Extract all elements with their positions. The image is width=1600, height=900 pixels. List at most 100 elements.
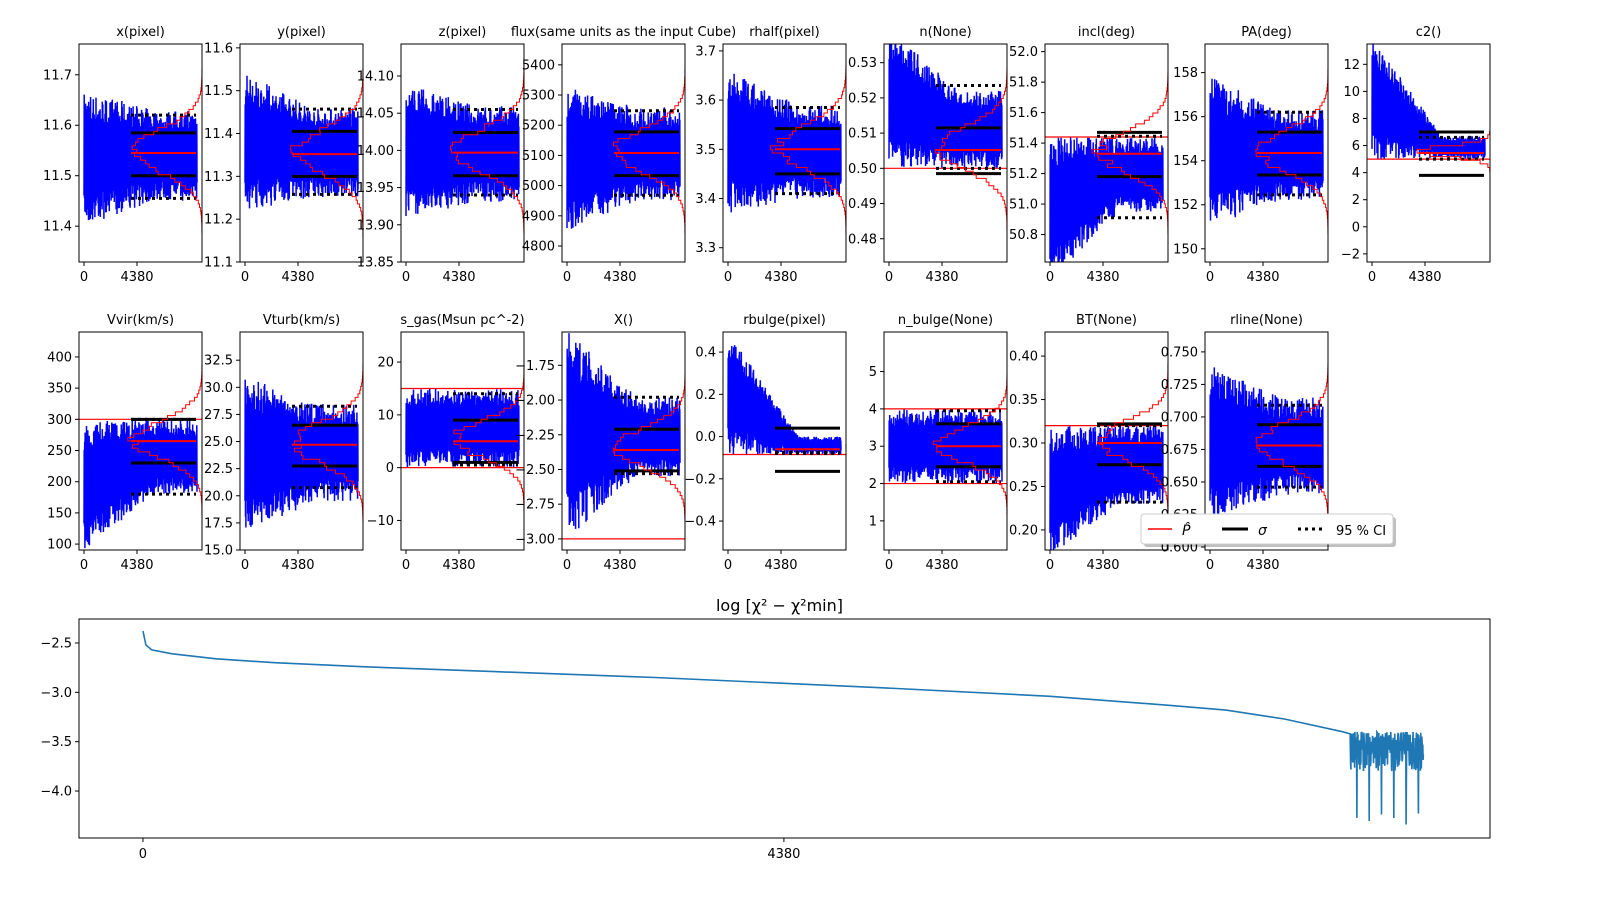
y-tick-label: 400 [47,350,72,365]
x-tick-label: 0 [1046,558,1054,573]
y-tick-label: 3.3 [695,241,716,256]
y-tick-label: 0.650 [1161,475,1198,490]
y-tick-label: −2.75 [515,498,555,513]
trace-line [244,75,359,209]
axes-frame [1044,43,1169,263]
x-tick-label: 0 [80,270,88,285]
x-tick-label: 0 [1046,270,1054,285]
posterior-histogram [293,332,363,550]
panel-y-pixel-: y(pixel) 11.1 11.2 11.3 11.4 11.5 11.6 0 4380 [204,25,364,285]
y-tick-label: 11.4 [204,127,233,142]
y-tick-label: 51.6 [1009,106,1038,121]
trace-line [1209,367,1324,517]
y-tick-label: 14.10 [357,69,394,84]
posterior-histogram [613,44,685,262]
x-tick-label: 4380 [120,558,153,573]
panel-title: n(None) [919,25,971,40]
y-tick-label: 3.6 [695,94,716,109]
y-tick-label: 5200 [522,119,555,134]
panel-title: BT(None) [1076,313,1137,328]
trace-line [727,73,842,213]
panel-flux-same-units-as-the-input-cube-: flux(same units as the input Cube) 4800 49… [511,25,736,285]
panel-pa-deg-: PA(deg) 150 152 154 156 158 0 4380 [1173,25,1329,285]
y-tick-label: 250 [47,444,72,459]
y-tick-label: 0.700 [1161,410,1198,425]
posterior-histogram [1416,44,1490,262]
y-tick-label: 14.00 [357,144,394,159]
trace-line [1371,44,1486,160]
y-tick-label: 0.40 [1009,350,1038,365]
panel-title: x(pixel) [116,25,165,40]
panel-title: X() [614,313,633,328]
chi2-panel: log [χ² − χ²min] −2.5 −3.0 −3.5 −4.0 0 4380 [40,596,1491,862]
x-tick-label: 4380 [281,558,314,573]
y-tick-label: 3.5 [695,143,716,158]
y-tick-label: 0.35 [1009,393,1038,408]
y-tick-label: 51.0 [1009,198,1038,213]
y-tick-label: 0.49 [848,197,877,212]
y-tick-label: 20.0 [204,489,233,504]
y-tick-label: 5100 [522,149,555,164]
y-tick-label: 2 [1352,193,1360,208]
panel-rhalf-pixel-: rhalf(pixel) 3.3 3.4 3.5 3.6 3.7 0 4380 [695,25,847,285]
x-tick-label: 4380 [1246,270,1279,285]
axes-frame [561,43,686,263]
y-tick-label: 0 [1352,220,1360,235]
x-tick-label: 4380 [1086,270,1119,285]
panel-title: z(pixel) [439,25,487,40]
y-tick-label: −2.25 [515,428,555,443]
panel-title: incl(deg) [1078,25,1135,40]
x-tick-label: 0 [563,270,571,285]
x-tick-label: 0 [563,558,571,573]
y-tick-label: 25.0 [204,435,233,450]
x-tick-label: 0 [139,847,147,862]
x-tick-label: 4380 [1246,558,1279,573]
y-tick-label: 11.3 [204,170,233,185]
x-tick-label: 0 [885,558,893,573]
y-tick-label: 14.05 [357,107,394,122]
legend-label-sigma: σ [1258,523,1268,539]
y-tick-label: 11.5 [204,84,233,99]
y-tick-label: 8 [1352,112,1360,127]
y-tick-label: 150 [1173,242,1198,257]
y-tick-label: 22.5 [204,462,233,477]
panel-title: flux(same units as the input Cube) [511,25,736,40]
axes-frame [722,331,847,551]
y-tick-label: 0.725 [1161,378,1198,393]
y-tick-label: 0.25 [1009,480,1038,495]
y-tick-label: −2.5 [40,636,72,651]
x-tick-label: 4380 [767,847,800,862]
posterior-histogram [1255,332,1328,550]
x-tick-label: 0 [80,558,88,573]
y-tick-label: 158 [1173,66,1198,81]
trace-line [405,388,520,468]
x-tick-label: 4380 [603,270,636,285]
y-tick-label: 11.7 [43,68,72,83]
y-tick-label: 152 [1173,198,1198,213]
panel-rbulge-pixel-: rbulge(pixel) −0.4 −0.2 0.0 0.2 0.4 0 4380 [684,313,847,573]
x-tick-label: 0 [1368,270,1376,285]
axes-frame [1204,331,1329,551]
trace-line [1049,137,1164,262]
y-tick-label: −3.5 [40,735,72,750]
x-tick-label: 0 [724,270,732,285]
y-tick-label: 2 [869,477,877,492]
y-tick-label: 300 [47,413,72,428]
axes-frame [78,43,203,263]
panel-title: rhalf(pixel) [749,25,819,40]
y-tick-label: 11.4 [43,220,72,235]
x-tick-label: 0 [885,270,893,285]
trace-line [1209,78,1324,221]
chi2-title: log [χ² − χ²min] [716,596,843,615]
posterior-histogram [290,44,363,262]
trace-line [1049,425,1164,550]
y-tick-label: 4 [1352,166,1360,181]
y-tick-label: 30.0 [204,381,233,396]
x-tick-label: 4380 [1086,558,1119,573]
y-tick-label: −2 [1341,247,1360,262]
trace-line [888,44,1003,169]
y-tick-label: 0.750 [1161,345,1198,360]
x-tick-label: 4380 [603,558,636,573]
x-tick-label: 4380 [442,558,475,573]
